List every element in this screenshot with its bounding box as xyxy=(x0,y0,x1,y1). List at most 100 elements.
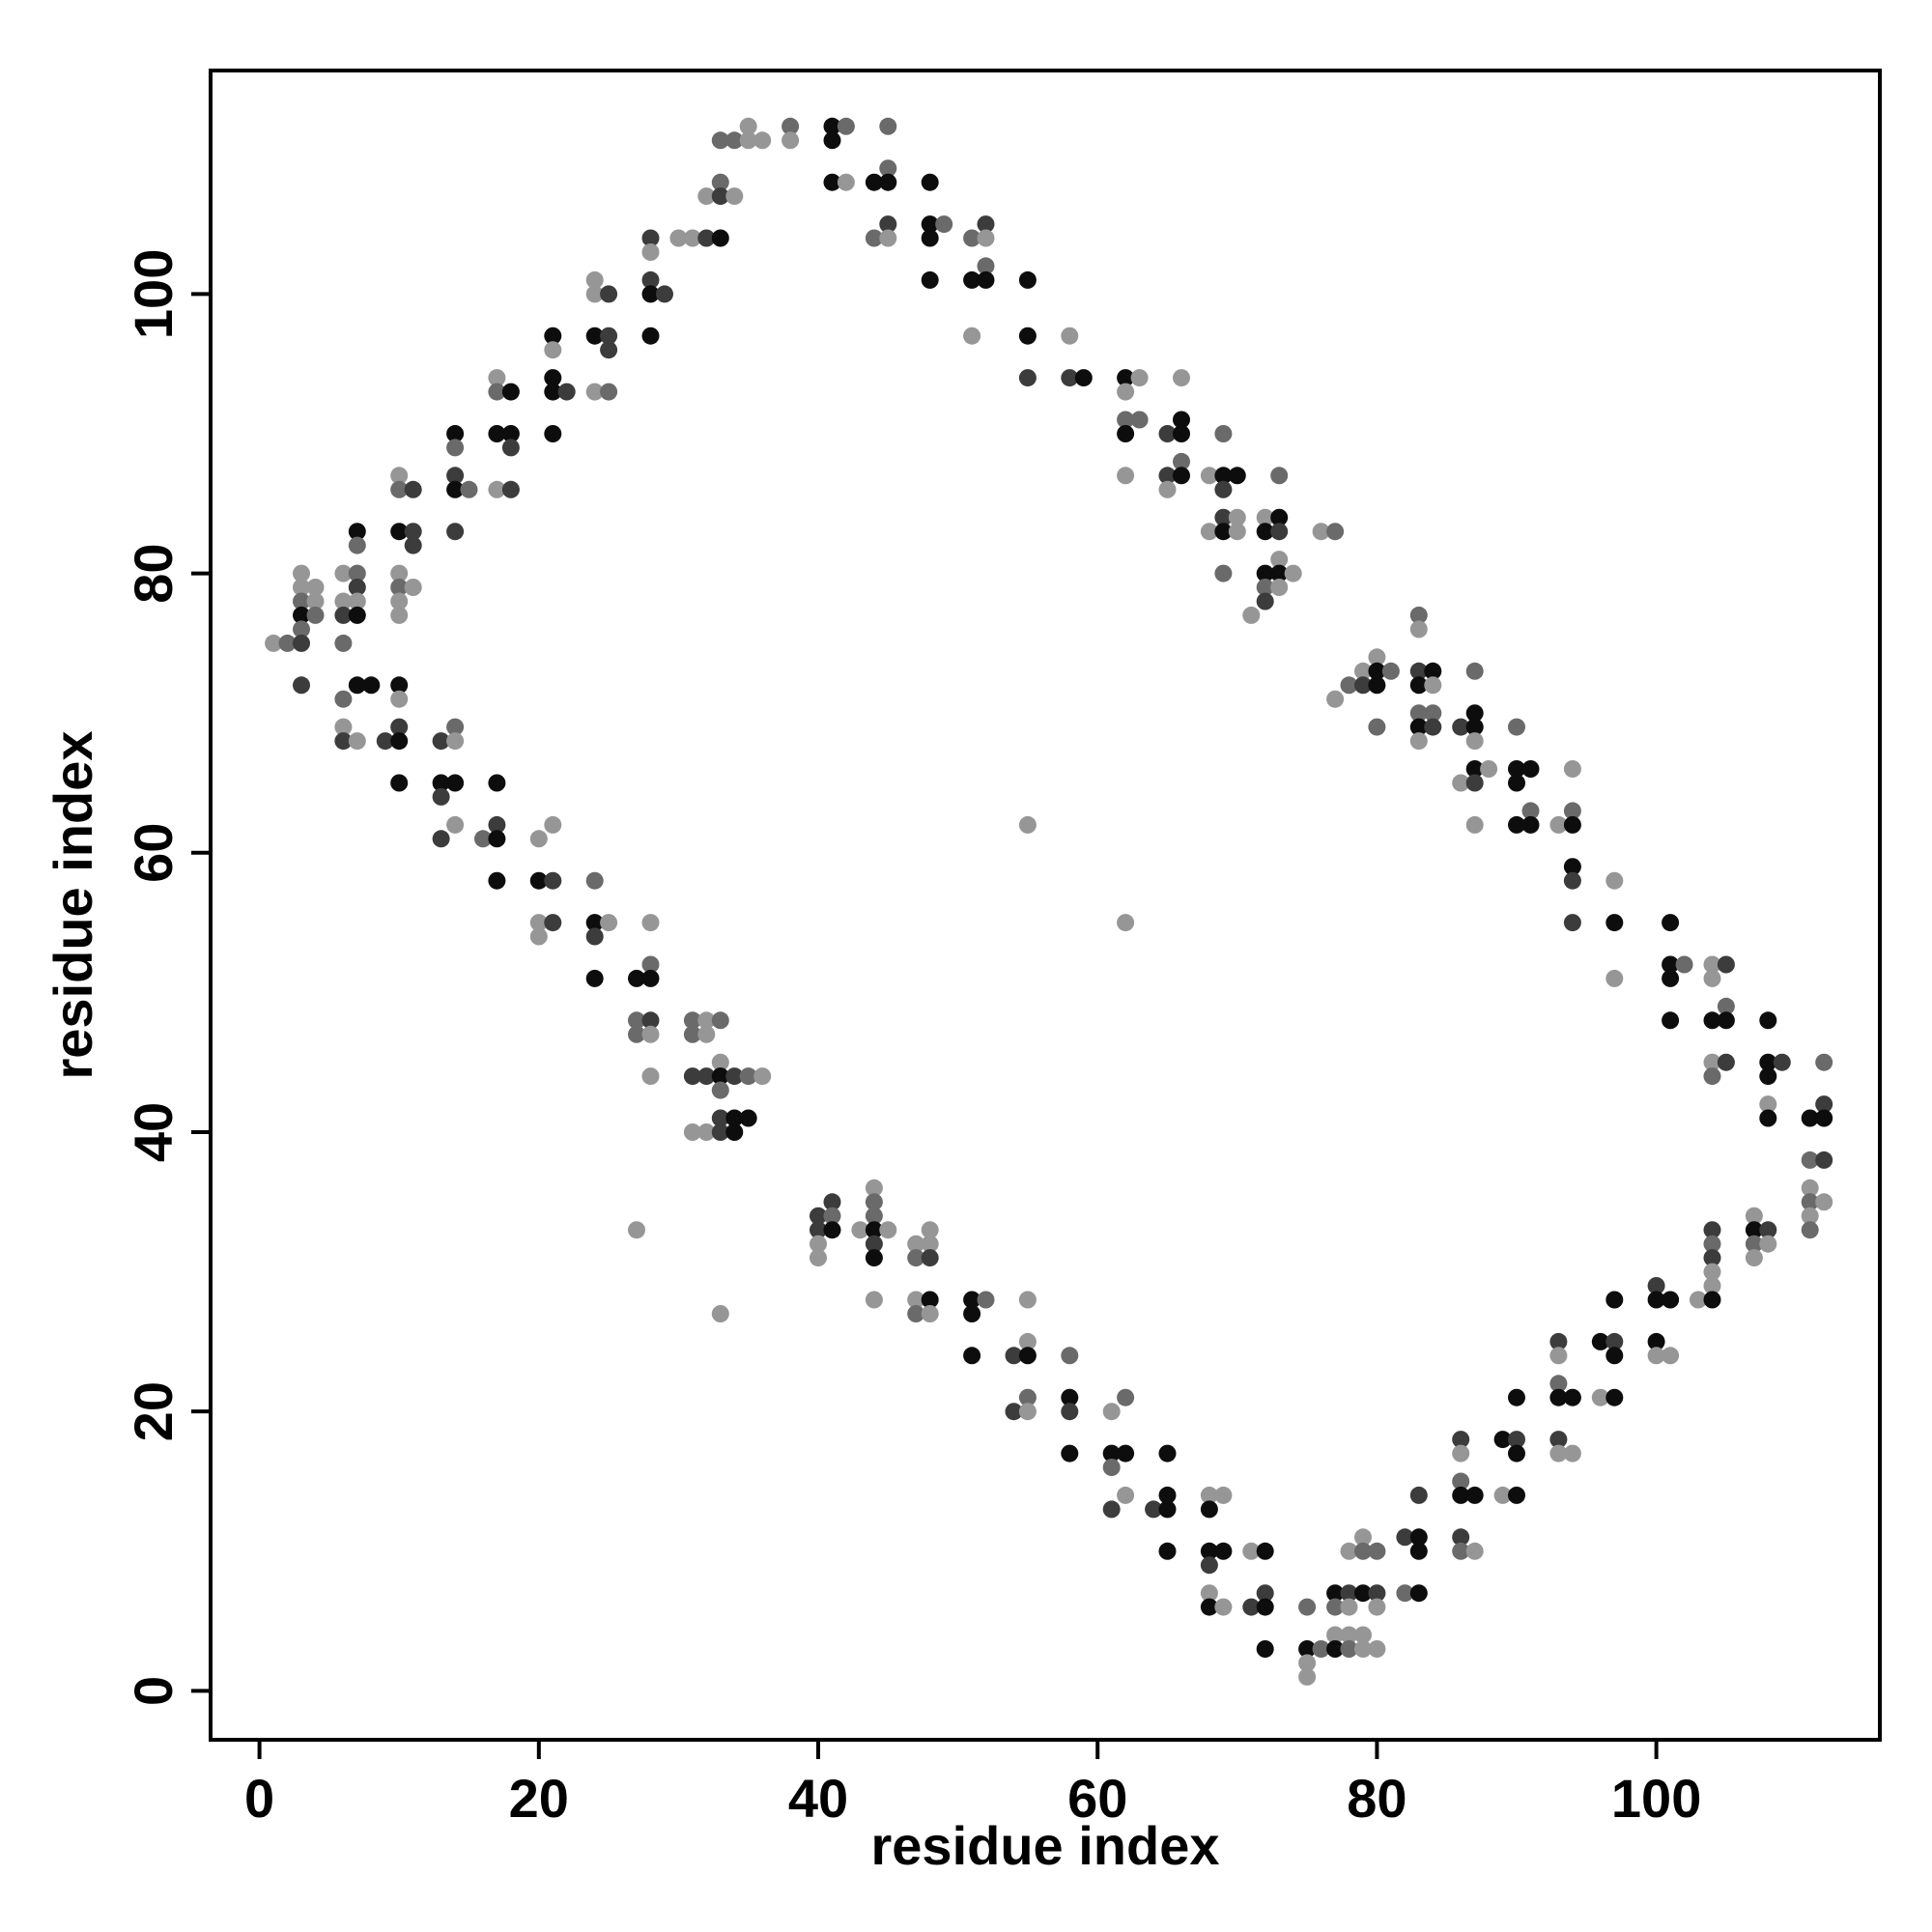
data-point xyxy=(1200,1584,1218,1603)
data-point xyxy=(725,1067,744,1086)
data-point xyxy=(1452,1528,1470,1547)
y-tick-label: 0 xyxy=(123,1676,184,1706)
data-point xyxy=(1424,704,1442,723)
data-point xyxy=(585,969,604,987)
data-point xyxy=(1662,955,1680,974)
data-point xyxy=(907,1235,925,1253)
data-point xyxy=(1662,1347,1680,1365)
data-point xyxy=(921,229,939,247)
data-point xyxy=(404,536,422,554)
data-point xyxy=(1298,1598,1317,1616)
data-point xyxy=(1452,1542,1470,1560)
data-point xyxy=(1284,564,1302,582)
data-point xyxy=(1214,425,1233,442)
data-point xyxy=(1158,1542,1177,1560)
data-point xyxy=(390,732,409,751)
data-point xyxy=(1521,802,1540,820)
data-point xyxy=(1605,1388,1624,1406)
data-point xyxy=(1256,1640,1274,1658)
data-point xyxy=(711,1123,729,1141)
data-point xyxy=(683,1123,701,1141)
data-point xyxy=(293,579,310,596)
data-point xyxy=(963,270,981,289)
data-point xyxy=(1200,467,1218,485)
data-point xyxy=(585,285,604,303)
data-point xyxy=(1759,1221,1777,1239)
data-point xyxy=(1801,1193,1819,1211)
data-point xyxy=(1703,1249,1721,1267)
data-point xyxy=(907,1249,925,1267)
data-point xyxy=(501,383,520,401)
data-point xyxy=(544,871,562,890)
data-point xyxy=(348,676,366,695)
data-point xyxy=(697,1123,716,1141)
data-point xyxy=(1801,1221,1819,1239)
data-point xyxy=(1745,1207,1763,1225)
data-point xyxy=(1340,1584,1358,1603)
data-point xyxy=(697,187,716,206)
data-point xyxy=(1409,676,1428,695)
data-point xyxy=(1409,620,1428,639)
data-point xyxy=(823,1207,841,1225)
data-point xyxy=(879,159,897,178)
data-point xyxy=(628,1025,645,1043)
data-point xyxy=(1158,1500,1177,1519)
data-point xyxy=(1508,718,1525,736)
data-point xyxy=(1298,1667,1317,1686)
data-point xyxy=(865,1235,883,1253)
data-point xyxy=(293,620,310,639)
data-point xyxy=(1173,411,1190,429)
data-point xyxy=(1130,369,1149,387)
data-point xyxy=(432,732,450,751)
data-point xyxy=(334,718,353,736)
data-point xyxy=(865,1207,883,1225)
data-point xyxy=(1563,760,1581,778)
data-point xyxy=(1703,1235,1721,1253)
data-point xyxy=(544,327,562,345)
data-point xyxy=(1061,1444,1079,1463)
data-point xyxy=(1493,1486,1512,1504)
data-point xyxy=(1228,508,1246,526)
data-point xyxy=(921,270,939,289)
data-point xyxy=(1647,1291,1665,1309)
x-tick-label: 60 xyxy=(1067,1768,1127,1829)
data-point xyxy=(1214,564,1233,582)
data-point xyxy=(488,815,506,834)
data-point xyxy=(977,1291,995,1309)
data-point xyxy=(404,480,422,498)
data-point xyxy=(1465,1542,1484,1560)
data-point xyxy=(725,187,744,206)
data-point xyxy=(1521,760,1540,778)
data-point xyxy=(1396,1528,1414,1547)
data-point xyxy=(1005,1403,1023,1421)
data-point xyxy=(446,467,465,485)
data-point xyxy=(865,173,883,191)
data-point xyxy=(348,536,366,554)
data-point xyxy=(1270,467,1289,485)
data-point xyxy=(1256,564,1274,582)
data-point xyxy=(306,592,325,611)
data-point xyxy=(1508,1444,1525,1463)
data-point xyxy=(683,1011,701,1030)
data-point xyxy=(1703,1011,1721,1030)
data-point xyxy=(1452,1431,1470,1449)
data-point xyxy=(1675,955,1693,974)
data-point xyxy=(1228,523,1246,541)
data-point xyxy=(1605,1347,1624,1365)
data-point xyxy=(376,732,394,751)
data-point xyxy=(1605,914,1624,932)
data-point xyxy=(1256,508,1274,526)
data-point xyxy=(1326,1584,1345,1603)
data-point xyxy=(446,815,465,834)
data-point xyxy=(907,1291,925,1309)
data-point xyxy=(529,914,548,932)
data-point xyxy=(837,117,855,135)
data-point xyxy=(1354,662,1372,680)
data-point xyxy=(1061,1403,1079,1421)
data-point xyxy=(446,774,465,792)
data-point xyxy=(628,1011,645,1030)
data-point xyxy=(390,467,409,485)
data-point xyxy=(683,1067,701,1086)
data-point xyxy=(1200,1486,1218,1504)
data-point xyxy=(1242,1598,1261,1616)
